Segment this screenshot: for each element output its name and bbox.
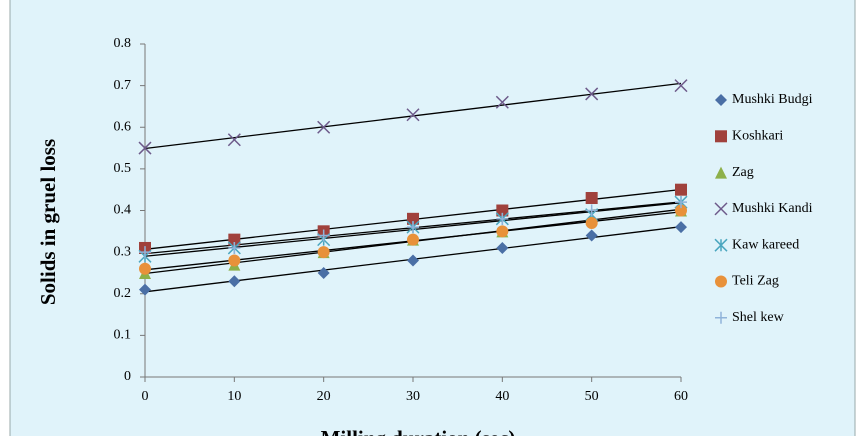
legend-marker — [714, 238, 728, 252]
y-tick-label: 0.6 — [114, 119, 132, 134]
y-tick-label: 0.5 — [114, 161, 132, 176]
x-tick-label: 0 — [142, 389, 149, 404]
data-point — [139, 262, 151, 275]
data-point — [675, 183, 687, 196]
x-tick-label: 40 — [495, 389, 509, 404]
x-tick-label: 30 — [406, 389, 420, 404]
x-tick-label: 60 — [674, 389, 688, 404]
data-point — [228, 233, 241, 246]
legend-label: Koshkari — [732, 129, 783, 144]
chart-area — [9, 0, 856, 436]
data-point — [407, 212, 419, 225]
x-tick-label: 20 — [317, 389, 331, 404]
data-point — [585, 216, 598, 229]
x-axis-label: Milling duration (sec) — [321, 426, 516, 436]
y-tick-label: 0.4 — [114, 203, 132, 218]
data-point — [228, 254, 241, 267]
data-point — [317, 246, 330, 259]
data-point — [406, 108, 420, 122]
y-tick-label: 0.3 — [114, 244, 132, 259]
data-point — [496, 225, 509, 238]
legend-label: Shel kew — [732, 310, 785, 325]
data-point — [674, 79, 688, 93]
data-point — [317, 266, 330, 279]
data-point — [317, 120, 331, 134]
y-tick-label: 0.7 — [114, 78, 132, 93]
data-point — [228, 241, 241, 254]
legend-marker — [715, 166, 727, 179]
data-point — [495, 95, 509, 109]
data-point — [139, 283, 151, 296]
legend-label: Teli Zag — [732, 274, 779, 289]
data-point — [407, 221, 419, 234]
data-point — [317, 229, 330, 242]
legend-label: Mushki Kandi — [732, 201, 813, 216]
data-point — [496, 212, 509, 225]
data-point — [675, 204, 687, 217]
legend-marker — [715, 130, 727, 143]
y-axis-label: Solids in gruel loss — [36, 139, 60, 305]
data-point — [138, 141, 152, 155]
data-point — [496, 204, 509, 217]
legend-label: Zag — [732, 165, 754, 180]
legend-marker — [715, 275, 727, 288]
legend-marker — [714, 202, 728, 216]
data-point — [585, 204, 598, 217]
data-point — [228, 275, 241, 288]
data-point — [585, 87, 599, 101]
x-tick-label: 10 — [227, 389, 241, 404]
legend-marker — [715, 94, 727, 106]
data-point — [407, 254, 419, 267]
data-point — [227, 133, 241, 147]
y-tick-label: 0.1 — [114, 328, 132, 343]
legend-label: Kaw kareed — [732, 237, 799, 252]
legend-label: Mushki Budgi — [732, 92, 813, 107]
y-tick-label: 0.8 — [114, 36, 132, 51]
data-point — [585, 229, 598, 242]
data-point — [496, 241, 509, 254]
legend-marker — [715, 311, 727, 324]
x-tick-label: 50 — [585, 389, 599, 404]
data-point — [675, 221, 687, 234]
y-tick-label: 0.2 — [114, 286, 132, 301]
data-point — [675, 196, 687, 209]
data-point — [407, 233, 419, 246]
data-point — [139, 246, 151, 259]
data-point — [585, 192, 598, 205]
y-tick-label: 0 — [124, 369, 131, 384]
